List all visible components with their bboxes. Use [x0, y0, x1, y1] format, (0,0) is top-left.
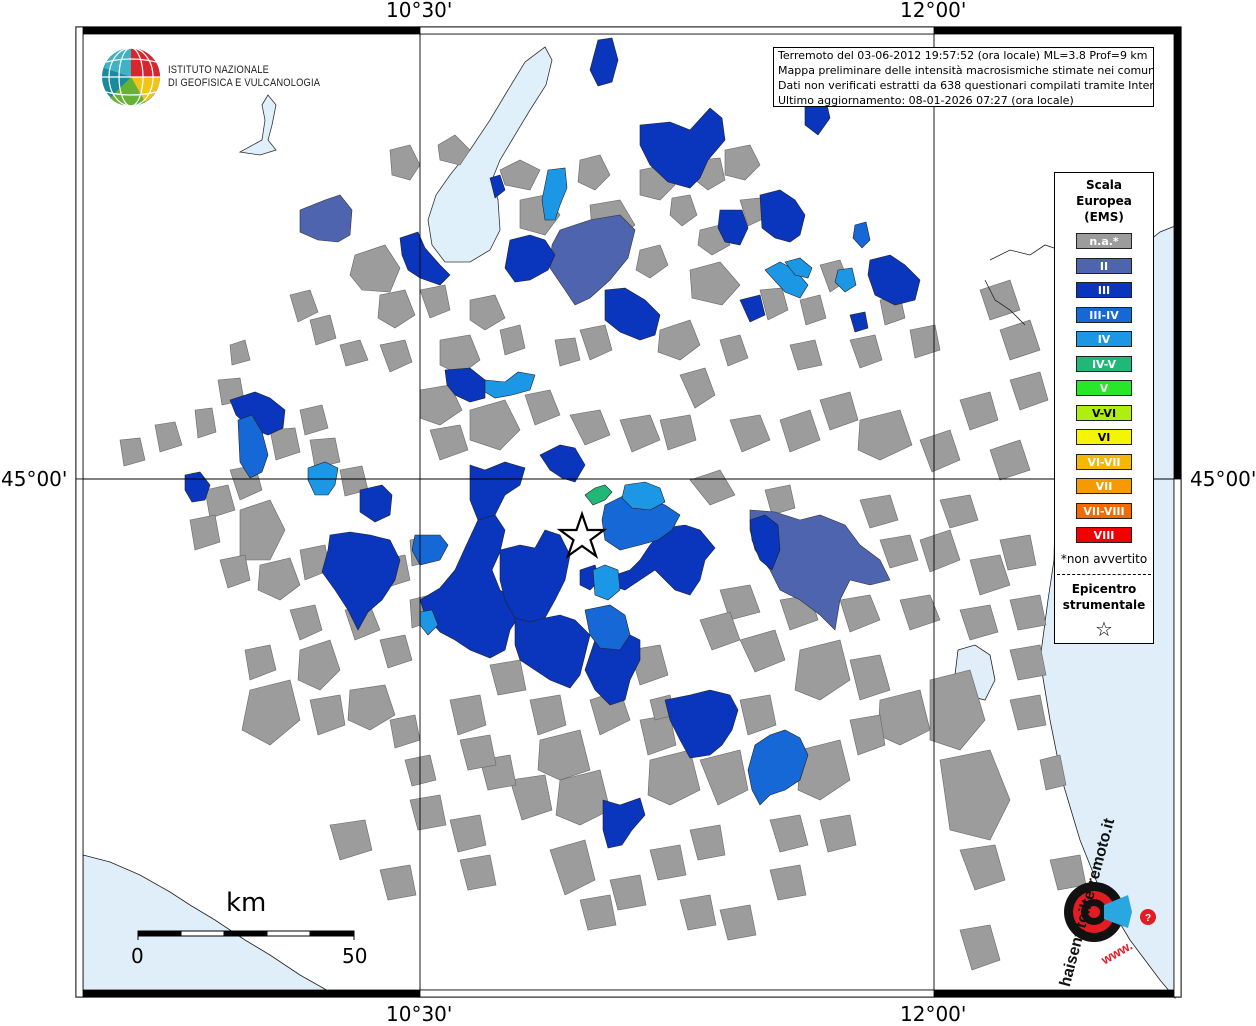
legend-item: IV: [1076, 331, 1132, 347]
legend-item: VI: [1076, 429, 1132, 445]
municipalities-iii: [184, 37, 921, 849]
legend-items: n.a.* II III III-IV IV IV-V V V-VI VI VI-VII VII VI…: [1055, 233, 1153, 543]
legend-item: VII: [1076, 478, 1132, 494]
legend-title: Scala Europea (EMS): [1055, 177, 1153, 225]
scale-unit: km: [226, 888, 267, 918]
lon-tick-top-1: 10°30': [386, 0, 453, 22]
info-line-2: Mappa preliminare delle intensità macros…: [778, 64, 1154, 77]
ingv-logo-line1: ISTITUTO NAZIONALE: [168, 64, 270, 76]
ingv-globe-icon: [102, 47, 160, 107]
municipalities-ii: [299, 194, 891, 631]
svg-text:?: ?: [1145, 913, 1151, 924]
legend-separator: [1057, 573, 1151, 575]
hsit-logo-icon: ?: [1064, 882, 1156, 942]
legend-epicenter-label: Epicentro strumentale: [1055, 581, 1153, 613]
info-line-1: Terremoto del 03-06-2012 19:57:52 (ora l…: [778, 49, 1148, 62]
municipalities-iv-v: [584, 484, 613, 506]
ingv-logo-text: ISTITUTO NAZIONALE DI GEOFISICA E VULCAN…: [168, 64, 320, 90]
scale-bar: [137, 930, 355, 940]
scale-end: 50: [342, 944, 368, 968]
lat-tick-left: 45°00': [1, 467, 68, 491]
legend-star-icon: ☆: [1095, 616, 1113, 641]
legend-epicenter-line1: Epicentro: [1071, 581, 1137, 596]
legend-item: II: [1076, 257, 1132, 274]
ingv-logo-line2: DI GEOFISICA E VULCANOLOGIA: [168, 77, 321, 89]
coast-details: [984, 244, 1061, 326]
tyrrhenian-sea: [82, 854, 341, 998]
legend-title-line2: Europea: [1076, 194, 1132, 208]
legend-title-line3: (EMS): [1084, 210, 1124, 224]
lake-iseo: [238, 94, 277, 156]
legend-item: VII-VIII: [1076, 502, 1132, 519]
map-info-box: Terremoto del 03-06-2012 19:57:52 (ora l…: [773, 47, 1154, 107]
legend-item: V-VI: [1076, 404, 1132, 421]
legend-item: V: [1076, 380, 1132, 396]
municipalities-iv: [307, 167, 857, 636]
municipalities-iii-iv: [237, 221, 871, 806]
lon-tick-top-2: 12°00': [900, 0, 967, 22]
scale-start: 0: [131, 944, 144, 968]
legend-item: III: [1076, 282, 1132, 298]
legend-item: IV-V: [1076, 355, 1132, 372]
map-frame: [75, 26, 1182, 998]
ems-legend: Scala Europea (EMS) n.a.* II III III-IV IV IV…: [1054, 172, 1154, 644]
info-line-3: Dati non verificati estratti da 638 ques…: [778, 79, 1154, 92]
lake-garda: [427, 46, 553, 263]
municipalities-na: [119, 134, 1087, 971]
legend-epicenter-line2: strumentale: [1062, 597, 1146, 612]
legend-title-line1: Scala: [1085, 178, 1123, 192]
legend-item: VI-VII: [1076, 453, 1132, 470]
legend-item: VIII: [1076, 527, 1132, 543]
lat-tick-right: 45°00': [1190, 467, 1256, 491]
legend-note: *non avvertito: [1060, 551, 1148, 566]
legend-item: III-IV: [1076, 306, 1132, 323]
lakes-layer: [238, 46, 553, 263]
graticule: [76, 27, 1181, 997]
lon-tick-bottom-1: 10°30': [386, 1002, 453, 1026]
lon-tick-bottom-2: 12°00': [900, 1002, 967, 1026]
epicenter-star-marker: [556, 510, 608, 559]
legend-item: n.a.*: [1076, 233, 1132, 249]
info-line-4: Ultimo aggiornamento: 08-01-2026 07:27 (…: [778, 94, 1074, 107]
